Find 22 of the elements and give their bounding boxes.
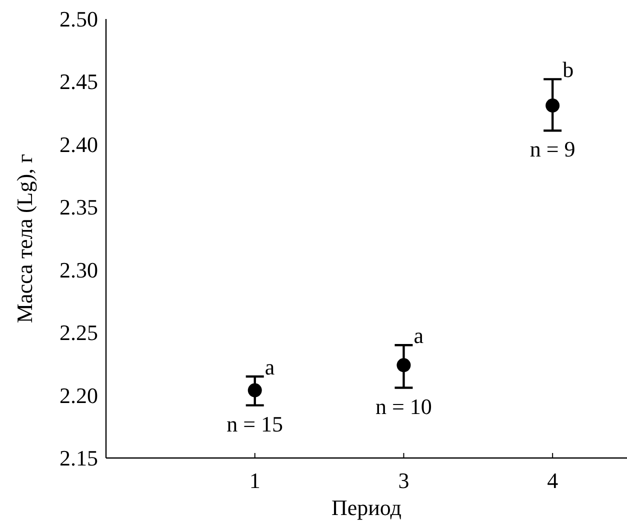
point <box>248 383 262 398</box>
annotation: a <box>264 354 275 380</box>
y-axis-title: Масса тела (Lg), г <box>12 154 37 324</box>
x-tick-label: 1 <box>249 468 260 493</box>
y-tick-label: 2.25 <box>60 320 98 346</box>
y-tick-label: 2.35 <box>60 194 98 220</box>
y-tick-label: 2.50 <box>60 6 98 32</box>
point <box>396 358 411 372</box>
x-tick-label: 4 <box>547 468 558 493</box>
y-tick-label: 2.15 <box>60 446 98 470</box>
y-tick-label: 2.30 <box>60 257 98 282</box>
annotation: n = 9 <box>530 136 576 162</box>
y-tick-label: 2.40 <box>60 132 98 157</box>
annotation: a <box>414 323 424 348</box>
y-tick-label: 2.45 <box>60 69 98 94</box>
x-axis-title: Период <box>332 495 402 520</box>
annotation: b <box>562 57 574 82</box>
annotation: n = 10 <box>376 394 432 419</box>
x-tick-label: 3 <box>398 468 410 493</box>
annotation: n = 15 <box>226 411 284 436</box>
y-tick-label: 2.20 <box>60 382 98 408</box>
point <box>546 98 560 113</box>
